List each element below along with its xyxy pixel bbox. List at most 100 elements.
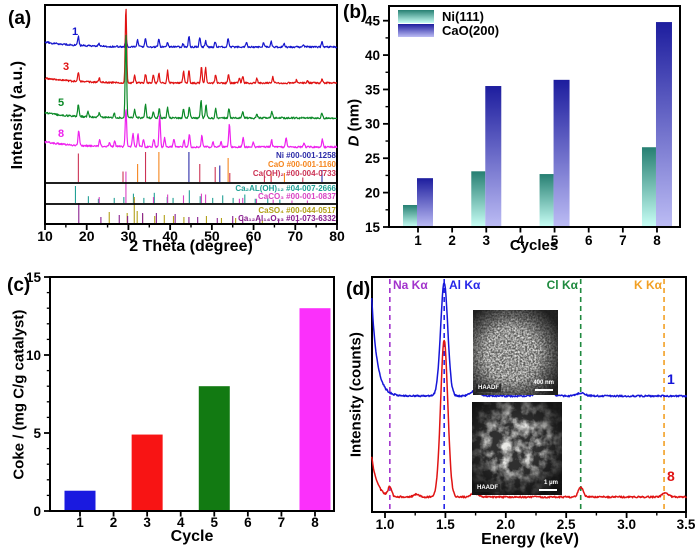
svg-text:2.0: 2.0 <box>496 517 515 532</box>
svg-text:7: 7 <box>278 515 286 530</box>
panel-a-yaxis-title: Intensity (a.u.) <box>8 60 26 170</box>
ref-label-ca12al14o33: Ca₁₂Al₁₄O₃₃ #01-073-6332 <box>238 214 336 223</box>
ref-label-caco3: CaCO₃ #00-001-0837 <box>258 192 336 201</box>
svg-text:8: 8 <box>311 515 319 530</box>
svg-text:4: 4 <box>517 233 525 248</box>
panel-c-plot <box>44 276 335 517</box>
haadf-inset-2: HAADF 1 μm <box>472 402 562 495</box>
svg-text:1: 1 <box>76 515 84 530</box>
svg-text:2: 2 <box>110 515 118 530</box>
svg-text:70: 70 <box>287 228 303 244</box>
panel-b-xaxis-title: Cycles <box>509 237 559 254</box>
bar-ni-cycle-8 <box>641 147 656 227</box>
legend-swatch-cao <box>398 24 434 37</box>
svg-text:30: 30 <box>365 117 380 132</box>
svg-text:25: 25 <box>365 151 381 166</box>
panel-b-yaxis-title: D (nm) <box>345 78 362 168</box>
svg-text:60: 60 <box>246 228 262 244</box>
ref-label-caaloh: Ca₂AL(OH)₁₂ #04-007-2666 <box>235 184 336 193</box>
line-label-cl-ka: Cl Kα <box>546 278 578 292</box>
line-label-al-ka: Al Kα <box>449 278 481 292</box>
panel-d-label: (d) <box>346 279 371 300</box>
inset-1-vignette <box>473 310 558 395</box>
scalebar-text-1: 400 nm <box>533 380 554 386</box>
bar-cao-cycle-8 <box>655 22 672 227</box>
bar-coke-cycle-5 <box>198 386 230 511</box>
xrd-curve-label-5: 5 <box>58 97 65 109</box>
bar-cao-cycle-3 <box>485 86 502 227</box>
bar-ni-cycle-3 <box>471 171 486 227</box>
bar-coke-cycle-1 <box>64 490 96 511</box>
svg-text:3: 3 <box>483 233 491 248</box>
xrd-curve-label-1: 1 <box>72 26 79 38</box>
svg-text:0: 0 <box>33 504 41 519</box>
xrd-curve-label-8: 8 <box>58 128 65 140</box>
scalebar-2 <box>539 489 557 491</box>
line-label-na-ka: Na Kα <box>393 278 428 292</box>
bar-cao-cycle-5 <box>553 79 570 227</box>
svg-text:30: 30 <box>121 228 137 244</box>
svg-text:35: 35 <box>365 82 381 97</box>
legend-label-cao: CaO(200) <box>442 23 500 38</box>
svg-text:3.0: 3.0 <box>617 517 636 532</box>
svg-text:8: 8 <box>653 233 661 248</box>
panel-c-yaxis-title: Coke / (mg C/g catalyst) <box>10 309 28 480</box>
haadf-label-1: HAADF <box>476 384 501 392</box>
ref-label-caoh2: Ca(OH)₂ #00-004-0733 <box>252 169 336 178</box>
xrd-curve-label-3: 3 <box>63 61 70 73</box>
yaxis-title-d: D <box>345 135 363 147</box>
svg-text:5: 5 <box>211 515 219 530</box>
ref-label-caso4: CaSO₄ #00-044-0517 <box>258 206 336 215</box>
svg-text:50: 50 <box>204 228 220 244</box>
bar-coke-cycle-3 <box>131 434 163 511</box>
svg-text:80: 80 <box>329 228 345 244</box>
inset-2-vignette <box>472 402 562 495</box>
panel-c-xaxis-title: Cycle <box>170 528 214 545</box>
svg-text:5: 5 <box>551 233 559 248</box>
svg-text:40: 40 <box>162 228 178 244</box>
svg-text:2: 2 <box>448 233 456 248</box>
bar-ni-cycle-5 <box>539 174 554 227</box>
line-label-k-ka: K Kα <box>633 278 662 292</box>
panel-c-label: (c) <box>7 275 31 296</box>
spectrum-label-1: 1 <box>667 371 675 387</box>
svg-text:7: 7 <box>619 233 627 248</box>
svg-text:1: 1 <box>414 233 422 248</box>
svg-text:6: 6 <box>244 515 252 530</box>
svg-text:4: 4 <box>177 515 185 530</box>
svg-text:20: 20 <box>365 185 380 200</box>
scalebar-1 <box>535 389 553 391</box>
yaxis-title-nm: (nm) <box>345 98 363 136</box>
svg-text:2.5: 2.5 <box>557 517 576 532</box>
haadf-inset-1: HAADF 400 nm <box>473 310 558 395</box>
svg-text:6: 6 <box>585 233 593 248</box>
svg-text:1.5: 1.5 <box>436 517 455 532</box>
svg-text:3.5: 3.5 <box>677 517 696 532</box>
svg-text:10: 10 <box>37 228 53 244</box>
ref-label-ni: Ni #00-001-1258 <box>275 151 336 160</box>
svg-text:45: 45 <box>365 13 381 28</box>
ref-label-cao: CaO #00-001-1160 <box>267 160 336 169</box>
legend-label-ni: Ni(111) <box>442 9 484 24</box>
panel-a-xaxis-title: 2 Theta (degree) <box>129 238 253 255</box>
svg-text:15: 15 <box>365 220 381 235</box>
spectrum-label-8: 8 <box>667 468 675 484</box>
svg-text:5: 5 <box>33 426 41 441</box>
bar-cao-cycle-1 <box>417 178 433 227</box>
panel-b-label: (b) <box>343 2 368 23</box>
panel-d-yaxis-title: Intensity (counts) <box>347 332 365 458</box>
panel-a-label: (a) <box>8 8 32 29</box>
scalebar-text-2: 1 μm <box>543 480 558 486</box>
bar-ni-cycle-1 <box>403 204 417 227</box>
haadf-label-2: HAADF <box>475 484 500 492</box>
panel-a-plot <box>44 4 338 230</box>
svg-text:1.0: 1.0 <box>376 517 395 532</box>
svg-text:20: 20 <box>79 228 95 244</box>
bar-coke-cycle-8 <box>299 308 331 511</box>
svg-text:15: 15 <box>26 270 42 285</box>
svg-text:40: 40 <box>365 48 380 63</box>
panel-b-plot <box>383 5 681 233</box>
svg-text:10: 10 <box>26 348 41 363</box>
svg-text:3: 3 <box>143 515 151 530</box>
